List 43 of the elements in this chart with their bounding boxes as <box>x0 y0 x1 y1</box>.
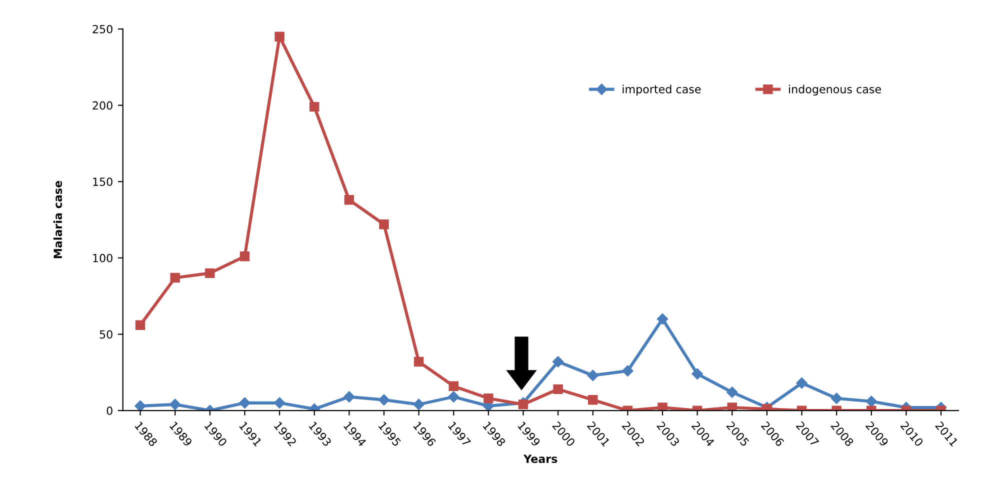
point <box>658 402 668 411</box>
legend-label: indogenous case <box>789 84 881 96</box>
point <box>414 356 424 367</box>
y-axis-title: Malaria case <box>53 180 62 258</box>
point <box>866 396 877 407</box>
point <box>205 268 215 278</box>
point <box>656 313 668 325</box>
y-tick-label: 100 <box>93 254 112 262</box>
point <box>830 392 842 404</box>
point <box>239 397 250 409</box>
x-axis-title: Years <box>523 454 558 464</box>
point <box>134 400 146 411</box>
point <box>240 252 250 262</box>
point <box>344 391 355 402</box>
point <box>169 398 181 410</box>
point <box>553 384 563 394</box>
point <box>379 219 389 230</box>
point <box>692 368 703 380</box>
point <box>484 393 494 404</box>
point <box>135 320 146 330</box>
point <box>622 365 634 376</box>
point <box>309 102 320 112</box>
point <box>727 402 737 411</box>
point <box>170 272 180 283</box>
point <box>274 397 286 409</box>
point <box>448 391 460 402</box>
y-tick-label: 50 <box>100 330 112 339</box>
point <box>413 398 424 410</box>
y-tick-label: 200 <box>92 101 112 110</box>
point <box>726 386 738 398</box>
point <box>378 394 390 406</box>
point <box>344 195 354 205</box>
point <box>796 377 808 389</box>
point <box>587 370 598 382</box>
point <box>588 395 598 405</box>
point <box>274 32 284 42</box>
y-tick-label: 150 <box>93 178 112 186</box>
point <box>518 400 528 410</box>
point <box>552 356 564 368</box>
legend-label: imported case <box>622 84 701 96</box>
y-tick-label: 250 <box>92 24 112 34</box>
y-tick-label: 0 <box>106 406 112 415</box>
point <box>448 381 458 391</box>
